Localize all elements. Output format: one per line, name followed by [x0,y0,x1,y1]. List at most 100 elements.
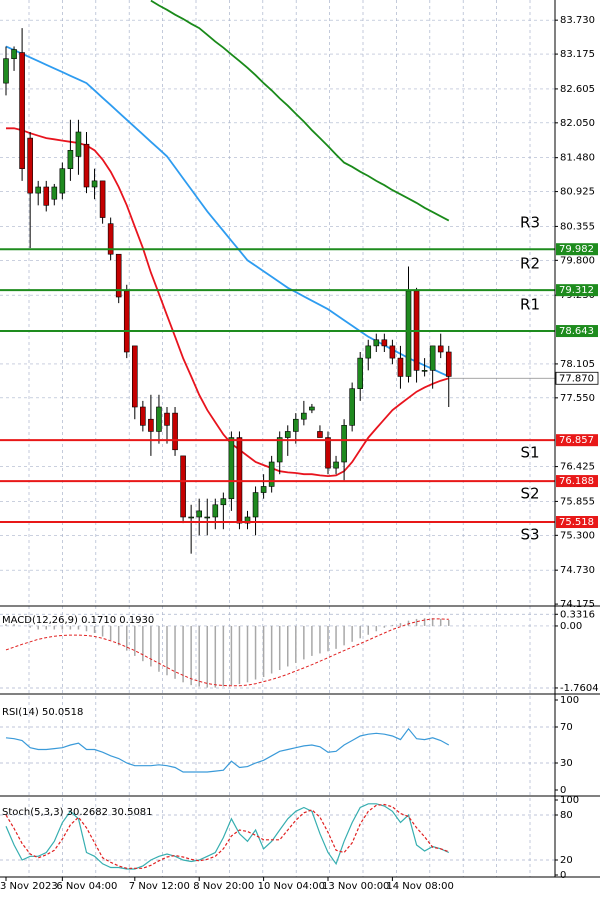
y-tick-label: 30 [560,758,573,769]
current-value: 77.870 [559,373,594,384]
level-box [556,475,598,488]
level-value: 78.643 [559,326,594,337]
level-box [556,325,598,338]
candle-body [188,516,194,519]
level-name: R3 [520,214,540,232]
y-tick-label: 82.605 [560,84,595,95]
candle-body [91,180,98,188]
moving-average [150,0,450,222]
candle-body [365,345,372,359]
candle-body [284,431,291,438]
y-tick-label: 78.105 [560,359,595,370]
candle-body [437,345,444,353]
level-value: 79.312 [559,285,594,296]
candle-body [164,412,170,426]
y-tick-label: 70 [560,722,573,733]
y-tick-label: 0.00 [560,621,582,632]
y-tick-label: -1.7604 [560,683,599,694]
y-tick-label: 0 [560,870,566,881]
indicator-title: MACD(12,26,9) 0.1710 0.1930 [2,615,154,626]
candle-body [260,486,267,493]
indicator-title: RSI(14) 50.0518 [2,707,83,718]
candle-body [349,388,355,426]
x-tick-label: 13 Nov 00:00 [322,881,389,892]
candle-body [325,437,331,469]
level-box [556,434,598,447]
y-tick-label: 20 [560,855,573,866]
candle-body [67,150,74,169]
level-name: S1 [520,444,539,462]
candle-body [252,492,259,518]
y-tick-label: 82.050 [560,118,595,129]
level-box [556,243,598,256]
candle-body [421,370,428,372]
candle-body [196,510,202,518]
candle-body [405,290,412,377]
candle-body [341,425,347,463]
level-name: S3 [520,526,539,544]
candle-body [333,461,339,469]
candle-body [292,418,299,432]
level-value: 75.518 [559,517,594,528]
y-tick-label: 76.425 [560,462,595,473]
level-box [556,516,598,529]
candle-body [107,223,114,255]
y-tick-label: 74.175 [560,599,595,610]
candle-body [357,357,364,389]
y-tick-label: 75.855 [560,496,595,507]
candle-body [268,461,275,487]
y-tick-label: 83.730 [560,15,595,26]
candle-body [276,437,283,463]
candle-body [51,186,58,200]
candle-body [244,516,251,524]
candle-body [132,345,138,408]
x-tick-label: 8 Nov 20:00 [193,881,254,892]
macd-signal [5,618,449,687]
candle-body [27,137,33,194]
level-value: 79.982 [559,244,594,255]
x-tick-label: 6 Nov 04:00 [56,881,117,892]
y-tick-label: 80.925 [560,187,595,198]
rsi-line [5,727,450,773]
y-tick-label: 81.480 [560,153,595,164]
x-tick-label: 3 Nov 2023 [0,881,58,892]
y-tick-label: 100 [560,695,579,706]
current-box [555,371,599,385]
y-tick-label: 0.3316 [560,609,595,620]
candle-body [43,186,50,206]
candle-body [220,498,227,506]
candle-body [19,52,25,169]
candle-body [180,455,186,518]
y-tick-label: 80.355 [560,221,595,232]
candle-body [156,406,162,432]
candle-body [445,351,452,377]
candle-body [301,412,307,420]
y-tick-label: 83.175 [560,49,595,60]
candle-body [204,516,211,519]
candle-body [172,412,178,451]
candle-body [317,431,323,438]
y-tick-label: 74.730 [560,565,595,576]
candle-body [148,418,154,432]
candle-body [228,437,235,499]
y-tick-label: 75.300 [560,530,595,541]
stoch-line [5,803,450,869]
candle-body [140,406,146,426]
moving-average [6,127,450,478]
level-value: 76.857 [559,435,594,446]
indicator-title: Stoch(5,3,3) 30.2682 30.5081 [2,807,153,818]
candle-body [123,290,130,353]
y-tick-label: 79.800 [560,255,595,266]
moving-average [5,45,450,378]
y-tick-label: 100 [560,795,579,806]
level-name: R1 [520,296,540,314]
stoch-line [5,803,450,870]
candle-body [212,504,219,518]
candle-body [59,168,66,194]
candle-body [429,345,436,371]
candle-body [397,357,404,377]
y-tick-label: 0 [560,785,566,796]
level-value: 76.188 [559,476,594,487]
x-tick-label: 7 Nov 12:00 [129,881,190,892]
